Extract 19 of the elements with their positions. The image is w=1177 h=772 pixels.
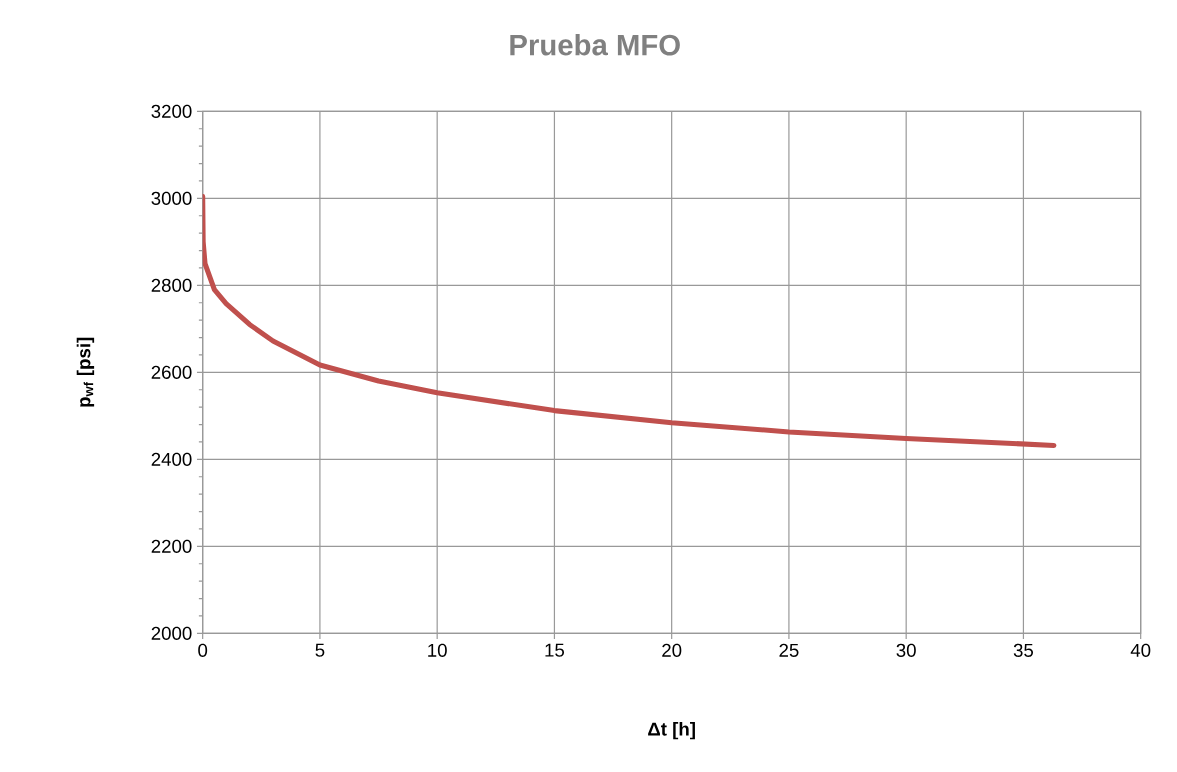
y-tick-label: 3000 (151, 191, 192, 205)
x-axis-title: Δt [h] (648, 721, 695, 740)
x-tick-label: 20 (662, 643, 682, 657)
y-tick-label: 2000 (151, 626, 192, 640)
x-tick-label: 40 (1130, 643, 1151, 657)
x-tick-label: 0 (198, 643, 208, 657)
y-axis-title: p$_{wf}$ [psi] (76, 337, 95, 407)
y-tick-label: 2400 (151, 452, 192, 466)
chart-title: Prueba MFO (510, 33, 680, 56)
x-tick-label: 10 (428, 643, 447, 657)
y-tick-label: 2200 (151, 539, 192, 553)
x-tick-label: 35 (1013, 643, 1034, 657)
x-tick-label: 25 (779, 643, 799, 657)
x-tick-label: 30 (896, 643, 916, 657)
x-tick-label: 15 (545, 643, 565, 657)
y-tick-label: 3200 (151, 104, 192, 118)
y-tick-label: 2800 (151, 278, 192, 292)
x-tick-label: 5 (315, 643, 325, 657)
y-tick-label: 2600 (151, 365, 192, 379)
